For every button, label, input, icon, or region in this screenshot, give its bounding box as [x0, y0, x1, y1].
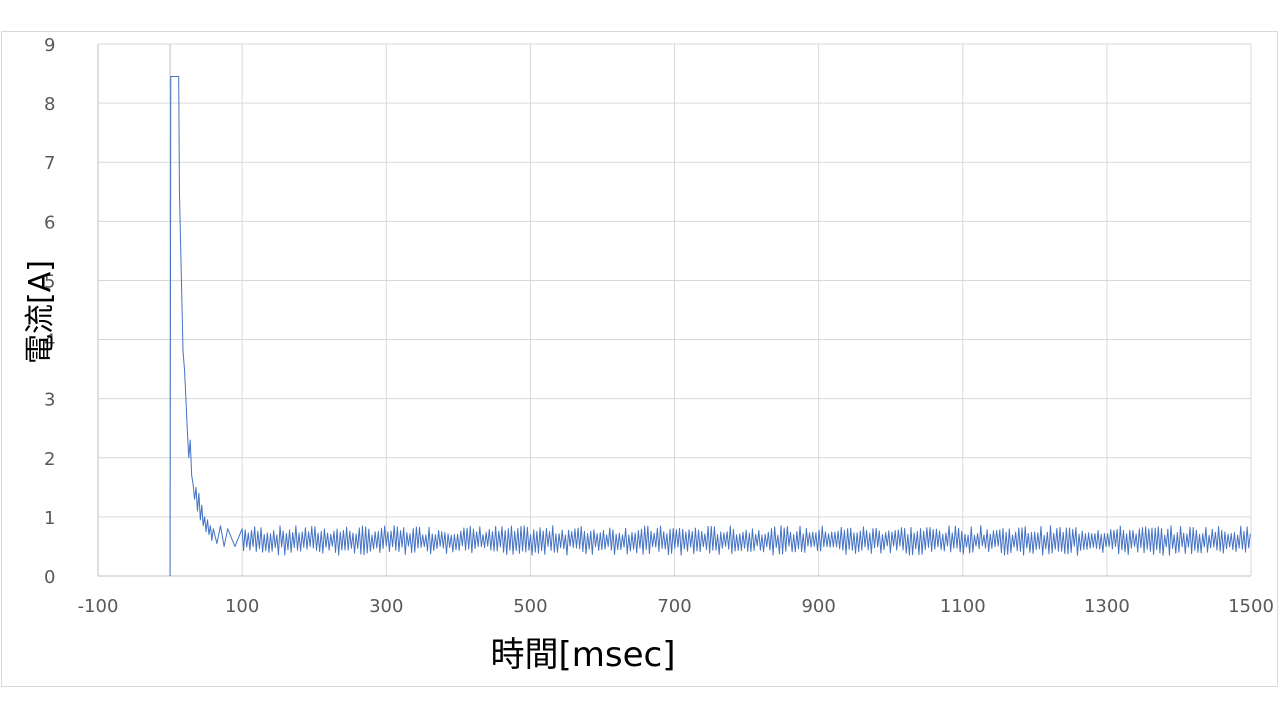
- x-tick-label: 1100: [940, 596, 986, 617]
- grid-layer: [98, 43, 1252, 576]
- chart-frame: [1, 31, 1278, 687]
- y-tick-label: 8: [44, 94, 55, 115]
- x-tick-label: 500: [513, 596, 547, 617]
- y-tick-label: 0: [44, 567, 55, 588]
- series-layer: [169, 76, 1251, 577]
- y-tick-label: 4: [44, 331, 55, 352]
- series-line: [169, 76, 1251, 577]
- x-tick-label: 100: [225, 596, 259, 617]
- y-tick-label: 1: [44, 508, 55, 529]
- x-tick-label: 1300: [1084, 596, 1130, 617]
- x-tick-label: 700: [657, 596, 691, 617]
- y-tick-label: 2: [44, 449, 55, 470]
- y-tick-label: 3: [44, 390, 55, 411]
- y-tick-label: 7: [44, 153, 55, 174]
- x-tick-label: 1500: [1228, 596, 1274, 617]
- y-tick-label: 5: [44, 271, 55, 292]
- tick-layer: 0 1 2 3 4 5 6 7 8 9 -100 100 300 500 700 900 1100 1300 150…: [44, 35, 1274, 617]
- x-tick-label: 900: [801, 596, 835, 617]
- x-tick-label: 300: [369, 596, 403, 617]
- x-tick-label: -100: [78, 596, 119, 617]
- y-tick-label: 9: [44, 35, 55, 56]
- y-axis-title: 電流[A]: [23, 260, 58, 364]
- y-tick-label: 6: [44, 212, 55, 233]
- x-axis-title: 時間[msec]: [491, 635, 676, 675]
